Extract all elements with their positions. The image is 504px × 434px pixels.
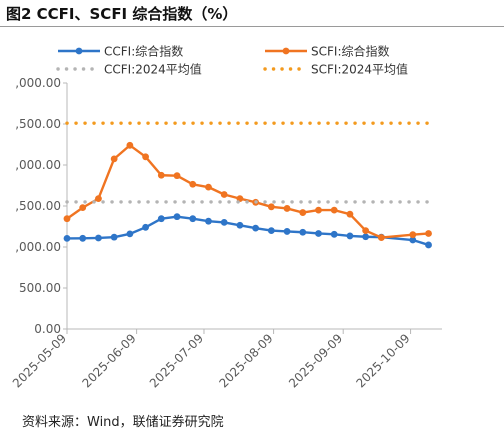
data-point <box>377 234 385 241</box>
figure-title: 图2 CCFI、SCFI 综合指数（%） <box>6 5 238 23</box>
data-point <box>346 232 354 240</box>
legend: CCFI:综合指数 SCFI:综合指数 CCFI:2024平均值 SCFI:2024平… <box>56 44 408 77</box>
legend-item: CCFI:综合指数 <box>58 44 183 59</box>
data-point <box>409 231 417 239</box>
data-point <box>157 171 165 179</box>
data-point <box>252 224 260 232</box>
y-tick-label: ,000.00 <box>15 240 61 254</box>
data-point <box>63 234 71 242</box>
data-point <box>283 205 291 212</box>
data-point <box>126 230 134 238</box>
data-point <box>79 234 87 242</box>
data-point <box>346 210 354 218</box>
data-point <box>157 215 165 223</box>
data-point <box>205 183 212 191</box>
data-point <box>330 230 338 238</box>
y-tick-label: 0.00 <box>34 322 61 336</box>
data-point <box>220 191 228 198</box>
y-tick-label: ,500.00 <box>15 117 61 131</box>
data-point <box>362 233 370 241</box>
legend-marker <box>75 47 83 55</box>
y-tick-label: ,000.00 <box>15 76 61 90</box>
legend-label: CCFI:综合指数 <box>104 44 183 59</box>
data-point <box>220 219 228 226</box>
series-line <box>66 144 429 239</box>
x-tick-label: 2025-10-09 <box>353 331 412 390</box>
data-point <box>299 228 307 236</box>
data-point <box>425 230 432 237</box>
data-point <box>189 180 197 188</box>
x-tick-label: 2025-08-09 <box>216 331 275 390</box>
data-point <box>189 215 197 223</box>
source-note: 资料来源：Wind，联储证券研究院 <box>22 415 224 430</box>
legend-item: CCFI:2024平均值 <box>56 62 202 77</box>
y-tick-label: ,500.00 <box>15 199 61 213</box>
legend-label: SCFI:2024平均值 <box>311 62 408 77</box>
x-tick-label: 2025-05-09 <box>10 331 69 390</box>
data-point <box>142 153 149 161</box>
series-2 <box>63 141 432 241</box>
data-point <box>173 172 181 180</box>
data-point <box>110 155 118 163</box>
data-point <box>425 241 432 249</box>
legend-item: SCFI:2024平均值 <box>263 62 408 77</box>
legend-item: SCFI:综合指数 <box>265 44 389 59</box>
data-point <box>409 236 417 244</box>
x-tick-label: 2025-09-09 <box>286 331 345 390</box>
series-1 <box>63 213 432 249</box>
data-point <box>110 233 118 241</box>
data-point <box>362 227 370 235</box>
title-divider <box>0 26 504 27</box>
data-point <box>95 234 102 242</box>
data-point <box>299 209 307 216</box>
data-point <box>95 195 102 203</box>
legend-label: CCFI:2024平均值 <box>104 62 202 77</box>
data-point <box>173 213 181 221</box>
legend-marker <box>282 47 290 55</box>
data-point <box>315 206 322 214</box>
data-point <box>330 206 338 214</box>
data-point <box>267 227 275 235</box>
y-tick-label: 500.00 <box>19 281 61 295</box>
legend-label: SCFI:综合指数 <box>311 44 389 59</box>
data-point <box>126 141 134 149</box>
plot-area <box>63 121 432 249</box>
y-tick-label: ,000.00 <box>15 158 61 172</box>
data-point <box>236 221 244 229</box>
data-point <box>315 230 322 237</box>
data-point <box>283 228 291 235</box>
x-tick-label: 2025-06-09 <box>80 331 139 390</box>
x-tick-label: 2025-07-09 <box>147 331 206 390</box>
data-point <box>79 204 87 212</box>
data-point <box>142 223 149 231</box>
data-point <box>63 215 71 223</box>
data-point <box>205 217 212 225</box>
data-point <box>267 203 275 211</box>
series-line <box>66 215 429 247</box>
